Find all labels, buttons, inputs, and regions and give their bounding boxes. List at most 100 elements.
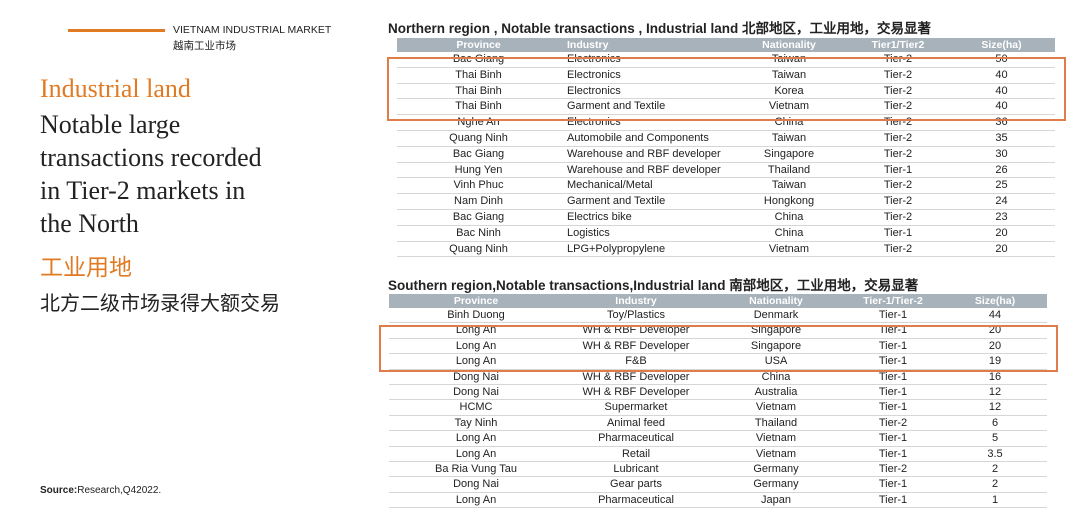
table-cell: Electronics <box>567 68 621 81</box>
row-divider <box>397 256 1055 258</box>
table-cell: Japan <box>761 493 791 506</box>
table-cell: Thai Binh <box>455 68 502 81</box>
table-cell: Vietnam <box>755 401 797 414</box>
table-cell: Tier-1 <box>878 339 908 352</box>
table-cell: Supermarket <box>604 401 668 414</box>
title: Industrial land <box>40 74 191 103</box>
row-divider <box>397 209 1055 210</box>
table-cell: Tier-1 <box>878 432 908 445</box>
kicker-cn: 越南工业市场 <box>173 40 236 52</box>
table-cell: WH & RBF Developer <box>582 324 690 337</box>
row-divider <box>389 337 1047 339</box>
table-cell: Electronics <box>567 84 621 97</box>
table-cell: Tier-1 <box>878 478 908 491</box>
table-cell: 2 <box>991 463 999 475</box>
row-divider <box>389 430 1047 432</box>
table-cell: Automobile and Components <box>567 132 709 144</box>
row-divider <box>397 240 1055 242</box>
table-cell: Tier-2 <box>883 84 913 97</box>
table-cell: 20 <box>988 339 1002 352</box>
subtitle-cn: 北方二级市场录得大额交易 <box>40 293 280 315</box>
table-cell: Lubricant <box>613 463 659 475</box>
table-cell: Tier-2 <box>878 416 908 429</box>
table-cell: Tier-2 <box>883 242 913 255</box>
table-cell: 26 <box>995 163 1008 176</box>
table-cell: Quang Ninh <box>449 242 508 255</box>
row-divider <box>397 161 1055 163</box>
row-divider <box>389 507 1047 509</box>
table-cell: Tier-2 <box>883 179 913 192</box>
line: transactions recorded <box>40 143 262 172</box>
table-cell: Vietnam <box>755 447 797 460</box>
table-cell: Tier-2 <box>883 195 913 208</box>
table-cell: Tier-2 <box>883 68 913 81</box>
table-cell: 20 <box>988 324 1002 337</box>
table-cell: Long An <box>455 493 497 506</box>
table-cell: Tier-2 <box>883 132 913 144</box>
row-divider <box>389 384 1047 385</box>
row-divider <box>389 414 1047 416</box>
table-cell: Long An <box>455 447 497 460</box>
source-label: Source: <box>40 485 78 496</box>
table-cell: 40 <box>995 100 1008 113</box>
table-cell: Korea <box>774 84 804 97</box>
table-cell: 40 <box>995 84 1008 97</box>
table-cell: 50 <box>995 53 1008 65</box>
table-cell: Tier-1 <box>878 324 908 337</box>
table-cell: Bac Ninh <box>456 226 501 239</box>
table-cell: Quang Ninh <box>449 132 508 144</box>
row-divider <box>389 476 1047 478</box>
table-cell: 30 <box>995 147 1008 160</box>
table-cell: Dong Nai <box>453 370 499 383</box>
table-cell: Tier-1 <box>878 386 908 398</box>
table-cell: Animal feed <box>606 416 666 429</box>
line: in Tier-2 markets in <box>40 176 246 205</box>
row-divider <box>397 98 1055 100</box>
table-cell: China <box>774 226 804 239</box>
row-divider <box>389 491 1047 493</box>
table-cell: Singapore <box>750 324 802 337</box>
row-divider <box>397 193 1055 195</box>
table-cell: 44 <box>988 309 1002 321</box>
table-cell: Thai Binh <box>455 84 502 97</box>
row-divider <box>389 368 1047 370</box>
table-cell: Singapore <box>763 147 815 160</box>
table-cell: Logistics <box>567 226 610 239</box>
table-cell: Dong Nai <box>453 386 499 398</box>
table-cell: Hongkong <box>763 195 815 208</box>
highlight-box <box>379 325 1058 372</box>
table-cell: Taiwan <box>771 132 807 144</box>
table-cell: Tier-2 <box>883 211 913 223</box>
table-cell: Binh Duong <box>447 309 505 321</box>
table-cell: Denmark <box>753 309 799 321</box>
table-cell: Mechanical/Metal <box>567 179 653 192</box>
table-title: Southern region,Notable transactions,Ind… <box>388 278 919 293</box>
table-cell: F&B <box>625 355 647 368</box>
table-cell: Thailand <box>754 416 798 429</box>
row-divider <box>389 445 1047 447</box>
table-cell: Warehouse and RBF developer <box>567 163 721 176</box>
table-cell: Pharmaceutical <box>598 432 674 445</box>
table-cell: 2 <box>991 478 999 491</box>
table-cell: 20 <box>995 242 1008 255</box>
table-cell: USA <box>764 355 788 368</box>
table-cell: Long An <box>455 324 497 337</box>
row-divider <box>397 66 1055 68</box>
table-cell: 25 <box>995 179 1008 192</box>
kicker: VIETNAM INDUSTRIAL MARKET <box>173 24 332 36</box>
table-cell: Toy/Plastics <box>606 309 666 321</box>
header-cell: Province <box>397 38 560 52</box>
source-text: Research,Q42022. <box>77 485 162 496</box>
table-cell: Tier-1 <box>878 309 908 321</box>
table-cell: 6 <box>991 416 999 429</box>
table-cell: Vietnam <box>755 432 797 445</box>
table-cell: Bac Giang <box>452 147 505 160</box>
header-cell: Industry <box>563 294 709 308</box>
highlight-box <box>387 57 1066 121</box>
table-cell: Tier-2 <box>883 53 913 65</box>
row-divider <box>397 114 1055 116</box>
table-cell: Gear parts <box>610 478 662 491</box>
table-cell: 12 <box>988 386 1002 398</box>
table-cell: 19 <box>988 355 1002 368</box>
row-divider <box>397 177 1055 179</box>
